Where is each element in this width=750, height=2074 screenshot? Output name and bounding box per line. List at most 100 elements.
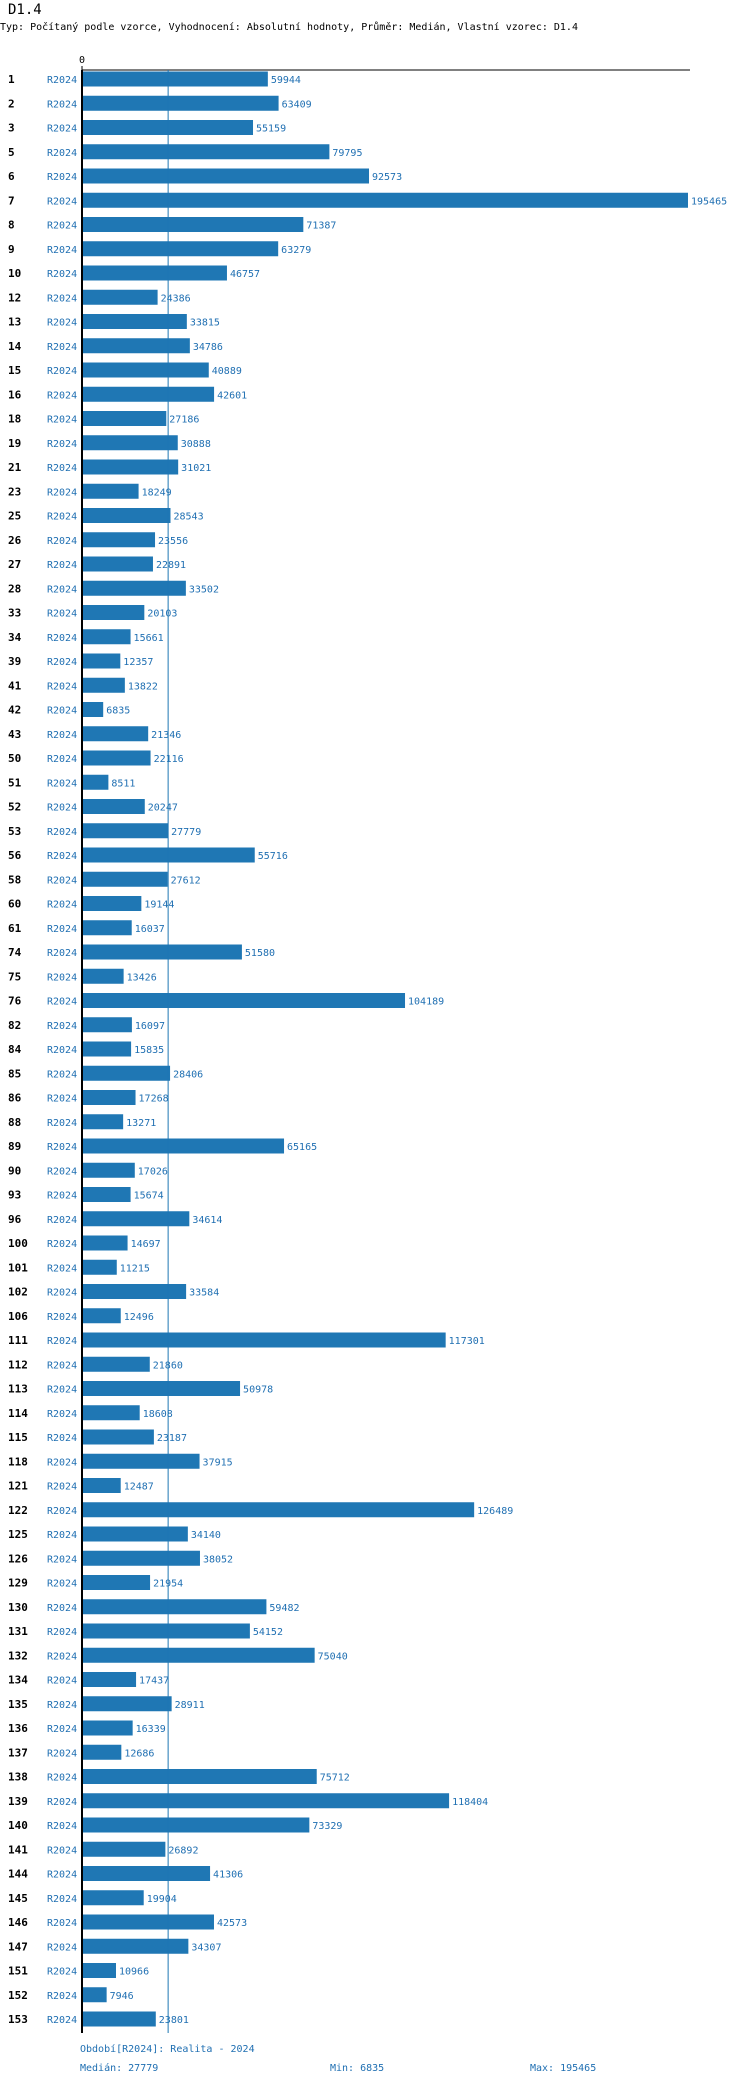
category-label: 25 bbox=[8, 510, 21, 523]
x-tick-label: 0 bbox=[79, 55, 85, 66]
category-label: 88 bbox=[8, 1116, 21, 1129]
bar bbox=[82, 168, 370, 184]
value-label: 19904 bbox=[147, 1894, 177, 1905]
series-label: R2024 bbox=[47, 342, 77, 353]
series-label: R2024 bbox=[47, 390, 77, 401]
series-label: R2024 bbox=[47, 536, 77, 547]
category-label: 18 bbox=[8, 413, 21, 426]
category-label: 113 bbox=[8, 1383, 28, 1396]
category-label: 134 bbox=[8, 1674, 28, 1687]
category-label: 75 bbox=[8, 970, 21, 983]
series-label: R2024 bbox=[47, 1118, 77, 1129]
bar bbox=[82, 1405, 140, 1421]
series-label: R2024 bbox=[47, 560, 77, 571]
series-label: R2024 bbox=[47, 99, 77, 110]
value-label: 13426 bbox=[127, 972, 157, 983]
series-label: R2024 bbox=[47, 1409, 77, 1420]
category-label: 139 bbox=[8, 1795, 28, 1808]
bar bbox=[82, 1453, 200, 1469]
bar bbox=[82, 1938, 189, 1954]
value-label: 13271 bbox=[126, 1118, 156, 1129]
bar bbox=[82, 944, 242, 960]
chart-subtitle: Typ: Počítaný podle vzorce, Vyhodnocení:… bbox=[0, 22, 578, 33]
bar bbox=[82, 1647, 315, 1663]
bar bbox=[82, 532, 156, 548]
category-label: 145 bbox=[8, 1892, 28, 1905]
series-label: R2024 bbox=[47, 1215, 77, 1226]
series-label: R2024 bbox=[47, 1045, 77, 1056]
value-label: 28543 bbox=[173, 512, 203, 523]
category-label: 121 bbox=[8, 1480, 28, 1493]
series-label: R2024 bbox=[47, 1967, 77, 1978]
series-label: R2024 bbox=[47, 1870, 77, 1881]
category-label: 26 bbox=[8, 534, 22, 547]
category-label: 12 bbox=[8, 291, 21, 304]
bar bbox=[82, 71, 268, 87]
category-label: 126 bbox=[8, 1552, 28, 1565]
category-label: 3 bbox=[8, 122, 15, 135]
value-label: 92573 bbox=[372, 172, 402, 183]
series-label: R2024 bbox=[47, 512, 77, 523]
category-label: 1 bbox=[8, 73, 15, 86]
bar bbox=[82, 338, 190, 354]
bar bbox=[82, 192, 688, 208]
series-label: R2024 bbox=[47, 1360, 77, 1371]
bar bbox=[82, 920, 132, 936]
series-label: R2024 bbox=[47, 1554, 77, 1565]
series-label: R2024 bbox=[47, 245, 77, 256]
bar bbox=[82, 1502, 475, 1518]
series-label: R2024 bbox=[47, 900, 77, 911]
bar bbox=[82, 605, 145, 620]
series-label: R2024 bbox=[47, 1821, 77, 1832]
footer-min: Min: 6835 bbox=[330, 2063, 385, 2074]
category-label: 74 bbox=[8, 946, 22, 959]
series-label: R2024 bbox=[47, 851, 77, 862]
category-label: 58 bbox=[8, 873, 21, 886]
category-label: 152 bbox=[8, 1989, 28, 2002]
bar bbox=[82, 1235, 128, 1251]
bar bbox=[82, 1550, 200, 1566]
series-label: R2024 bbox=[47, 221, 77, 232]
value-label: 17437 bbox=[139, 1676, 169, 1687]
bar bbox=[82, 556, 153, 572]
category-label: 28 bbox=[8, 582, 21, 595]
series-label: R2024 bbox=[47, 754, 77, 765]
bar bbox=[82, 580, 186, 596]
series-label: R2024 bbox=[47, 1579, 77, 1590]
category-label: 151 bbox=[8, 1965, 28, 1978]
bar bbox=[82, 1114, 124, 1130]
value-label: 11215 bbox=[120, 1263, 150, 1274]
chart-title: D1.4 bbox=[8, 2, 42, 18]
footer-median: Medián: 27779 bbox=[80, 2063, 159, 2074]
footer-period: Období[R2024]: Realita - 2024 bbox=[80, 2044, 255, 2055]
bar bbox=[82, 653, 121, 669]
bar bbox=[82, 1987, 107, 2003]
bar bbox=[82, 362, 209, 378]
bar bbox=[82, 1162, 135, 1178]
value-label: 27186 bbox=[169, 415, 199, 426]
category-label: 96 bbox=[8, 1213, 22, 1226]
series-label: R2024 bbox=[47, 1069, 77, 1080]
series-label: R2024 bbox=[47, 172, 77, 183]
series-label: R2024 bbox=[47, 1651, 77, 1662]
bar bbox=[82, 1793, 450, 1809]
value-label: 54152 bbox=[253, 1627, 283, 1638]
category-label: 50 bbox=[8, 752, 21, 765]
category-label: 153 bbox=[8, 2013, 28, 2026]
series-label: R2024 bbox=[47, 1894, 77, 1905]
bar bbox=[82, 1211, 190, 1227]
category-label: 27 bbox=[8, 558, 21, 571]
series-label: R2024 bbox=[47, 924, 77, 935]
series-label: R2024 bbox=[47, 269, 77, 280]
bar bbox=[82, 241, 279, 257]
value-label: 20103 bbox=[147, 609, 177, 620]
bar bbox=[82, 1672, 137, 1687]
bar bbox=[82, 1744, 122, 1760]
bar bbox=[82, 1284, 187, 1299]
bar bbox=[82, 774, 109, 790]
value-label: 79795 bbox=[332, 148, 362, 159]
category-label: 136 bbox=[8, 1722, 28, 1735]
category-label: 56 bbox=[8, 849, 22, 862]
bar bbox=[82, 1090, 136, 1105]
value-label: 14697 bbox=[131, 1239, 161, 1250]
